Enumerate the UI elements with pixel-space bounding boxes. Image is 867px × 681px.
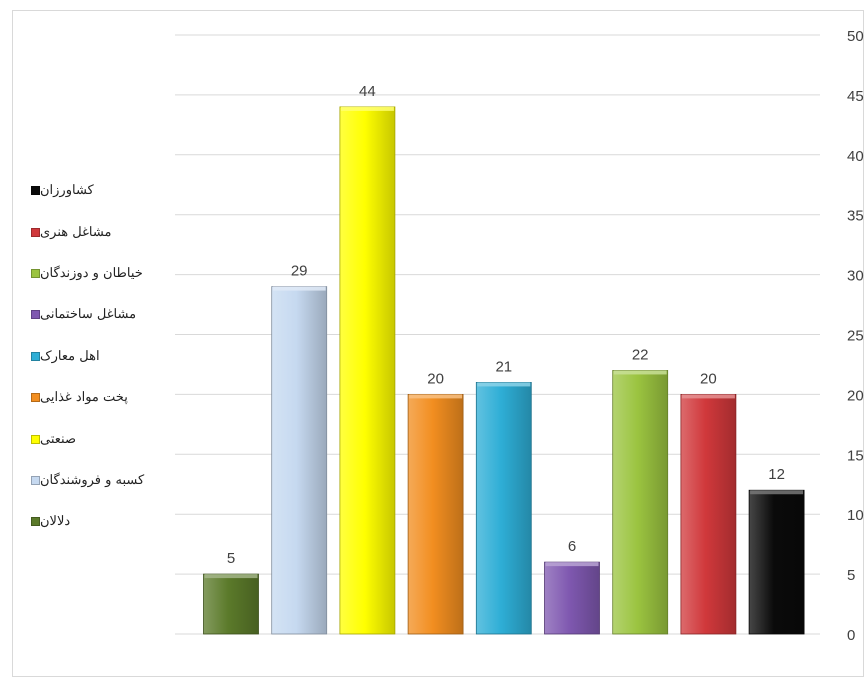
legend-item: اهل معارک bbox=[28, 336, 178, 377]
y-tick-label: 40 bbox=[847, 148, 864, 165]
bar-top-5 bbox=[545, 562, 599, 567]
y-tick-label: 20 bbox=[847, 387, 864, 404]
bar-8 bbox=[748, 489, 805, 635]
data-label: 20 bbox=[700, 370, 717, 387]
legend-swatch bbox=[31, 517, 40, 527]
y-tick-label: 30 bbox=[847, 268, 864, 285]
data-label: 20 bbox=[427, 370, 444, 387]
bar-1 bbox=[271, 286, 328, 635]
legend-label: دلالان bbox=[40, 514, 71, 530]
bars bbox=[203, 106, 805, 635]
y-tick-label: 5 bbox=[847, 567, 855, 584]
legend-label: کسبه و فروشندگان bbox=[40, 472, 145, 488]
bar-top-0 bbox=[204, 574, 258, 579]
data-label: 22 bbox=[632, 346, 649, 363]
legend-label: مشاغل هنری bbox=[40, 224, 112, 240]
data-labels: 5 29 44 20 21 6 22 20 12 bbox=[227, 83, 785, 567]
data-label: 12 bbox=[768, 466, 785, 483]
bar-top-3 bbox=[409, 394, 463, 399]
bar-top-6 bbox=[613, 370, 667, 375]
legend-item: مشاغل ساختمانی bbox=[28, 294, 178, 335]
legend-label: کشاورزان bbox=[40, 183, 94, 199]
legend-swatch bbox=[31, 475, 40, 485]
legend-label: صنعتی bbox=[40, 431, 76, 447]
y-axis-ticks: 0 5 10 15 20 25 30 35 40 45 50 bbox=[847, 28, 864, 644]
legend-item: کشاورزان bbox=[28, 170, 178, 211]
bar-2 bbox=[339, 106, 396, 635]
legend-item: پخت مواد غذایی bbox=[28, 377, 178, 418]
bar-top-7 bbox=[681, 394, 735, 399]
y-tick-label: 35 bbox=[847, 208, 864, 225]
data-label: 44 bbox=[359, 83, 376, 100]
legend-item: دلالان bbox=[28, 501, 178, 542]
legend-swatch bbox=[31, 351, 40, 361]
legend-item: کسبه و فروشندگان bbox=[28, 460, 178, 501]
data-label: 21 bbox=[495, 358, 512, 375]
legend-swatch bbox=[31, 186, 40, 196]
bar-6 bbox=[612, 370, 669, 635]
legend-label: خیاطان و دوزندگان bbox=[40, 265, 143, 281]
bar-3 bbox=[407, 393, 464, 635]
legend-item: صنعتی bbox=[28, 418, 178, 459]
legend-swatch bbox=[31, 268, 40, 278]
bar-top-1 bbox=[272, 286, 326, 291]
legend-item: مشاغل هنری bbox=[28, 211, 178, 252]
legend: کشاورزان مشاغل هنری خیاطان و دوزندگان مشاغل… bbox=[28, 170, 178, 543]
y-tick-label: 0 bbox=[847, 627, 855, 644]
legend-label: پخت مواد غذایی bbox=[40, 390, 128, 406]
legend-swatch bbox=[31, 393, 40, 403]
bar-7 bbox=[680, 393, 737, 635]
bar-top-2 bbox=[340, 106, 394, 111]
y-tick-label: 10 bbox=[847, 507, 864, 524]
y-tick-label: 45 bbox=[847, 88, 864, 105]
bar-5 bbox=[544, 561, 600, 635]
legend-swatch bbox=[31, 227, 40, 237]
data-label: 29 bbox=[291, 263, 308, 280]
legend-label: اهل معارک bbox=[40, 348, 100, 364]
y-tick-label: 50 bbox=[847, 28, 864, 45]
data-label: 5 bbox=[227, 550, 235, 567]
y-tick-label: 15 bbox=[847, 447, 864, 464]
chart-frame bbox=[12, 10, 864, 677]
legend-item: خیاطان و دوزندگان bbox=[28, 253, 178, 294]
legend-swatch bbox=[31, 310, 40, 320]
legend-swatch bbox=[31, 434, 40, 444]
bar-0 bbox=[203, 573, 259, 635]
legend-label: مشاغل ساختمانی bbox=[40, 307, 137, 323]
bar-top-8 bbox=[750, 490, 804, 495]
y-tick-label: 25 bbox=[847, 328, 864, 345]
data-label: 6 bbox=[568, 538, 576, 555]
bar-top-4 bbox=[477, 382, 531, 387]
bar-4 bbox=[475, 382, 532, 635]
